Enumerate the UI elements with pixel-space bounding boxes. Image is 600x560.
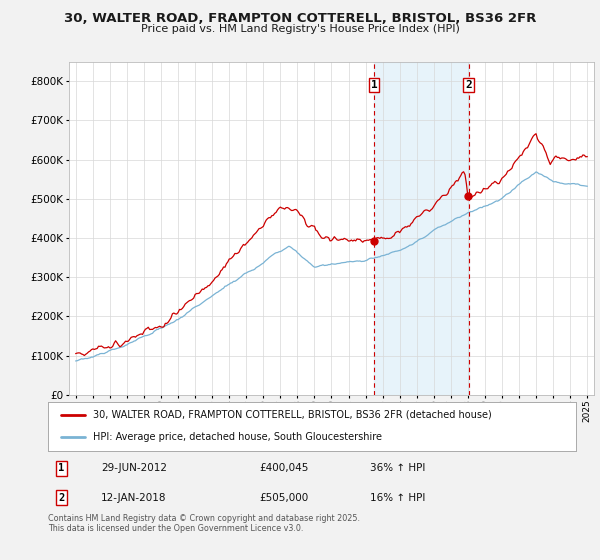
Text: £400,045: £400,045 xyxy=(259,463,308,473)
Text: 1: 1 xyxy=(58,463,64,473)
Text: 30, WALTER ROAD, FRAMPTON COTTERELL, BRISTOL, BS36 2FR: 30, WALTER ROAD, FRAMPTON COTTERELL, BRI… xyxy=(64,12,536,25)
Text: 36% ↑ HPI: 36% ↑ HPI xyxy=(370,463,425,473)
Text: 16% ↑ HPI: 16% ↑ HPI xyxy=(370,493,425,503)
Text: 2: 2 xyxy=(58,493,64,503)
Text: HPI: Average price, detached house, South Gloucestershire: HPI: Average price, detached house, Sout… xyxy=(93,432,382,442)
Text: Contains HM Land Registry data © Crown copyright and database right 2025.
This d: Contains HM Land Registry data © Crown c… xyxy=(48,514,360,534)
Text: Price paid vs. HM Land Registry's House Price Index (HPI): Price paid vs. HM Land Registry's House … xyxy=(140,24,460,34)
Text: 29-JUN-2012: 29-JUN-2012 xyxy=(101,463,167,473)
Text: 2: 2 xyxy=(465,80,472,90)
Text: 30, WALTER ROAD, FRAMPTON COTTERELL, BRISTOL, BS36 2FR (detached house): 30, WALTER ROAD, FRAMPTON COTTERELL, BRI… xyxy=(93,410,491,420)
Bar xyxy=(374,62,469,395)
Text: 12-JAN-2018: 12-JAN-2018 xyxy=(101,493,166,503)
Text: £505,000: £505,000 xyxy=(259,493,308,503)
Text: 1: 1 xyxy=(371,80,377,90)
